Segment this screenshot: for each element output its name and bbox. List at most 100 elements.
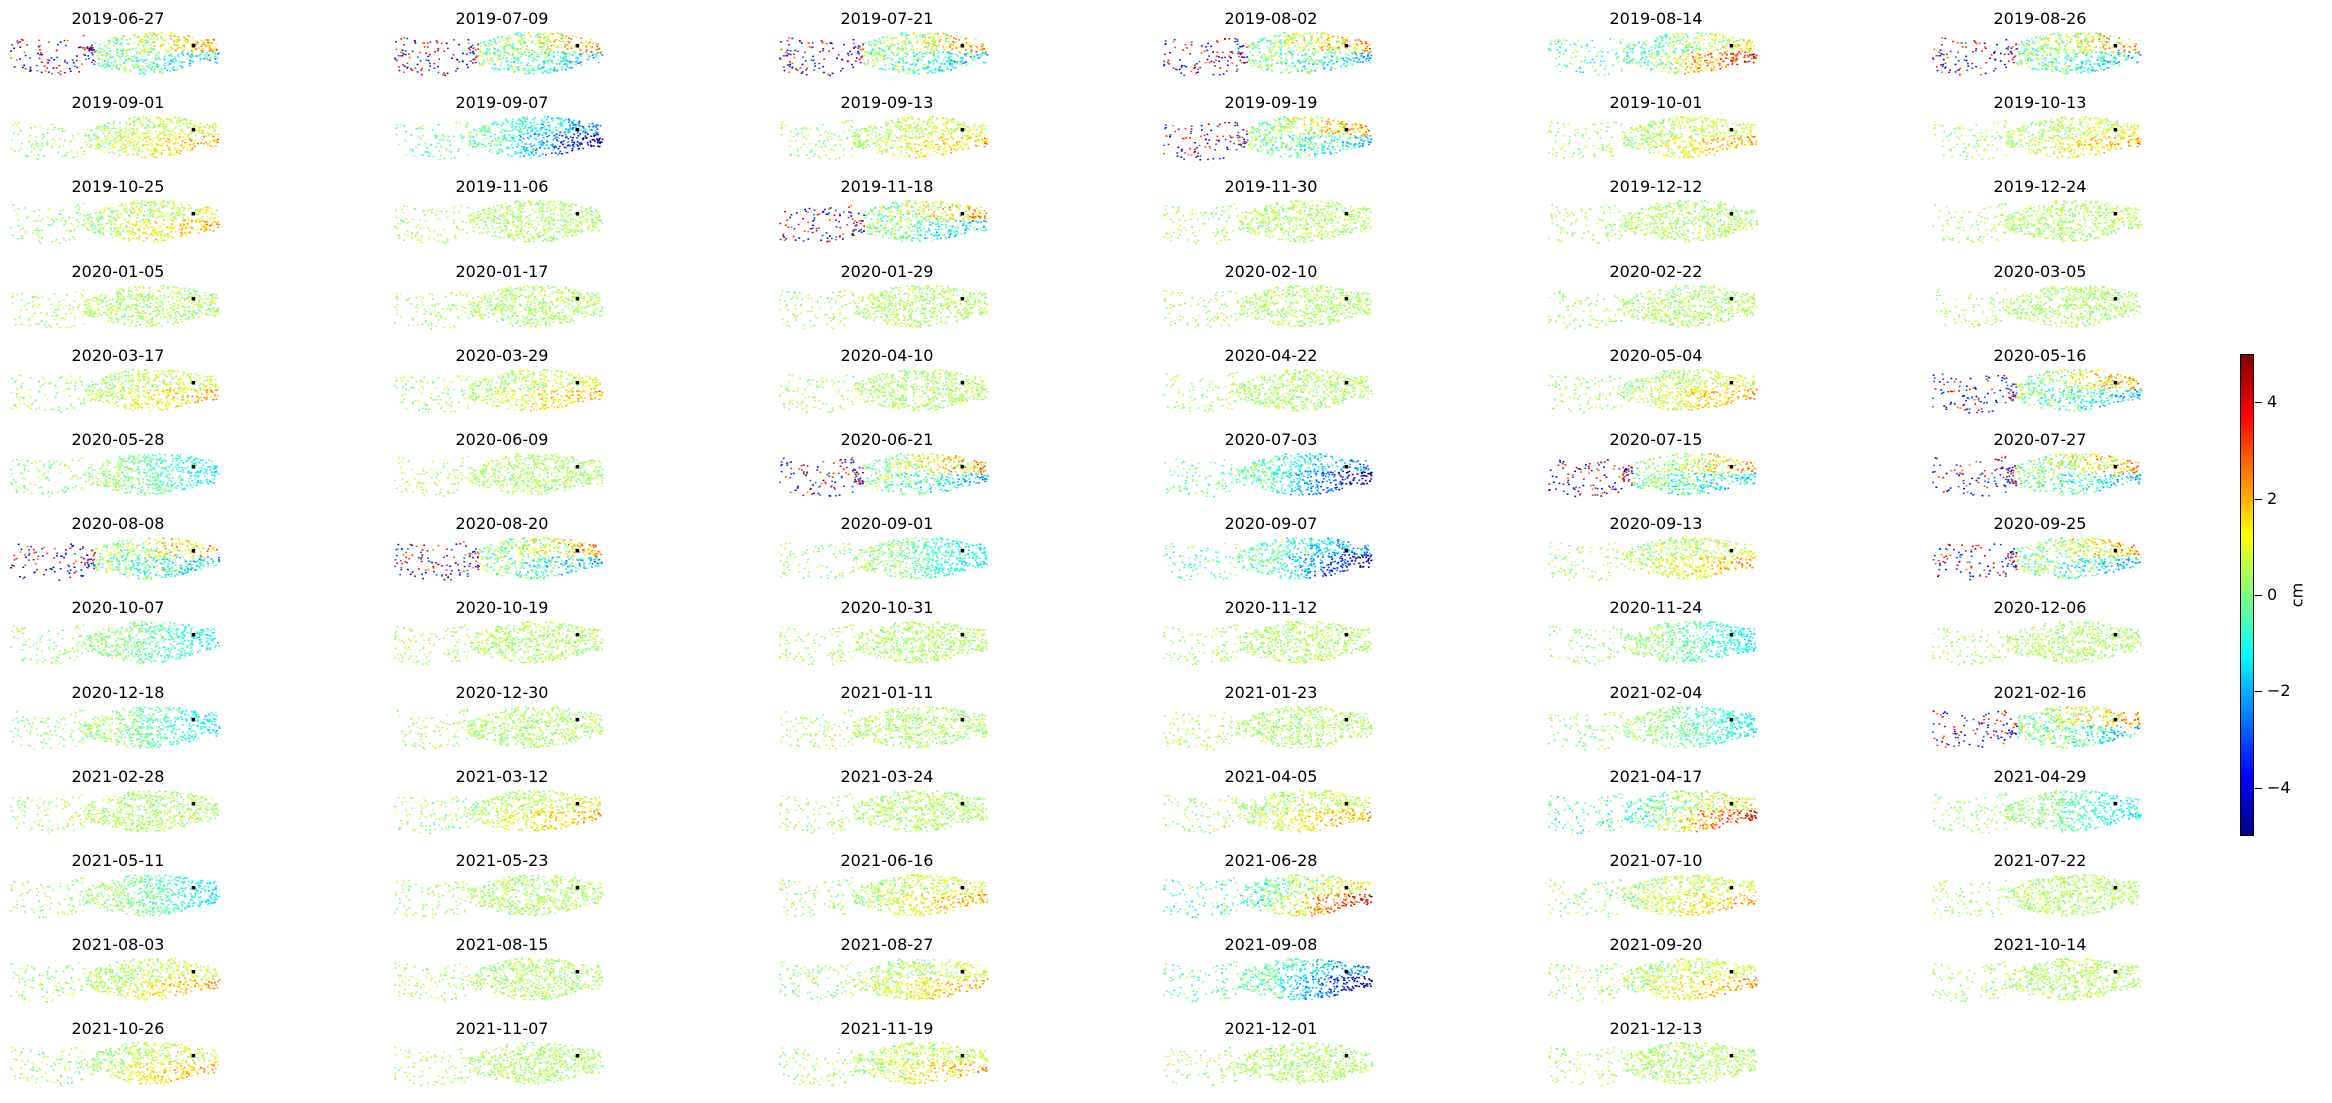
displacement-point: [1284, 45, 1287, 47]
displacement-point: [861, 55, 864, 57]
displacement-point: [1169, 52, 1171, 54]
displacement-point: [1296, 60, 1299, 62]
displacement-point: [2065, 72, 2068, 75]
displacement-point: [472, 52, 475, 54]
displacement-point: [1241, 56, 1243, 58]
displacement-point: [1278, 39, 1281, 42]
displacement-point: [511, 68, 514, 71]
displacement-point: [1353, 46, 1356, 49]
displacement-point: [1712, 68, 1715, 70]
displacement-point: [123, 35, 126, 37]
displacement-point: [146, 41, 149, 44]
displacement-point: [1327, 61, 1330, 64]
displacement-point: [46, 59, 49, 61]
displacement-point: [517, 49, 520, 51]
displacement-point: [502, 123, 505, 125]
displacement-point: [1667, 44, 1670, 46]
displacement-point: [103, 63, 106, 65]
displacement-point: [872, 65, 875, 68]
displacement-point: [485, 125, 487, 127]
displacement-point: [565, 128, 568, 130]
displacement-point: [564, 131, 566, 133]
displacement-point: [2091, 66, 2094, 69]
displacement-point: [588, 125, 591, 128]
displacement-point: [19, 130, 22, 133]
displacement-point: [181, 51, 184, 54]
displacement-point: [1706, 62, 1709, 64]
displacement-point: [1210, 45, 1213, 48]
displacement-point: [131, 138, 133, 140]
displacement-point: [2070, 57, 2073, 59]
displacement-point: [1677, 62, 1679, 64]
displacement-point: [505, 39, 508, 41]
displacement-point: [891, 52, 894, 54]
displacement-point: [472, 47, 475, 49]
displacement-point: [125, 146, 128, 149]
displacement-point: [576, 137, 578, 139]
displacement-point: [799, 40, 801, 43]
displacement-point: [1200, 52, 1203, 54]
displacement-point: [64, 59, 66, 62]
displacement-point: [1731, 51, 1734, 53]
displacement-point: [2136, 61, 2139, 63]
displacement-point: [46, 67, 49, 69]
displacement-point: [157, 137, 159, 139]
displacement-point: [131, 64, 134, 67]
displacement-point: [183, 118, 186, 121]
displacement-point: [141, 145, 144, 147]
displacement-point: [108, 37, 110, 40]
displacement-point: [891, 43, 894, 46]
displacement-point: [930, 39, 933, 41]
displacement-point: [1736, 46, 1739, 48]
displacement-point: [600, 141, 603, 144]
displacement-point: [2108, 41, 2111, 43]
displacement-point: [2049, 54, 2052, 57]
displacement-point: [890, 43, 893, 45]
displacement-point: [2110, 51, 2113, 53]
displacement-point: [1994, 67, 1997, 70]
displacement-point: [566, 62, 568, 64]
displacement-point: [1722, 34, 1725, 36]
displacement-point: [1319, 36, 1322, 38]
displacement-point: [1200, 45, 1203, 47]
displacement-point: [590, 51, 593, 53]
displacement-point: [882, 36, 884, 39]
displacement-point: [928, 44, 931, 46]
displacement-point: [419, 60, 422, 62]
displacement-point: [1168, 63, 1171, 65]
displacement-point: [544, 36, 547, 38]
displacement-point: [1629, 48, 1632, 50]
displacement-point: [2058, 52, 2061, 54]
displacement-point: [1649, 55, 1652, 58]
displacement-point: [2105, 53, 2108, 55]
displacement-point: [1308, 60, 1311, 62]
displacement-point: [1307, 49, 1310, 51]
displacement-point: [878, 51, 880, 53]
displacement-point: [90, 130, 93, 132]
displacement-point: [1952, 40, 1954, 43]
displacement-point: [1342, 38, 1345, 41]
displacement-point: [571, 127, 574, 130]
displacement-point: [123, 135, 126, 137]
displacement-point: [1270, 57, 1272, 60]
displacement-point: [24, 68, 27, 70]
displacement-point: [956, 54, 959, 57]
displacement-point: [166, 141, 169, 143]
displacement-point: [2041, 48, 2044, 51]
displacement-point: [137, 147, 140, 149]
displacement-point: [872, 43, 875, 45]
displacement-point: [1709, 53, 1711, 55]
displacement-point: [1286, 60, 1289, 62]
displacement-point: [104, 66, 107, 69]
displacement-point: [63, 130, 66, 133]
displacement-point: [550, 131, 553, 134]
displacement-point: [105, 64, 108, 67]
displacement-point: [1651, 49, 1653, 51]
displacement-point: [907, 34, 910, 36]
displacement-point: [577, 62, 580, 64]
displacement-point: [156, 135, 159, 137]
displacement-point: [959, 51, 962, 53]
displacement-point: [540, 51, 543, 53]
displacement-point: [491, 67, 494, 70]
displacement-point: [155, 148, 158, 151]
